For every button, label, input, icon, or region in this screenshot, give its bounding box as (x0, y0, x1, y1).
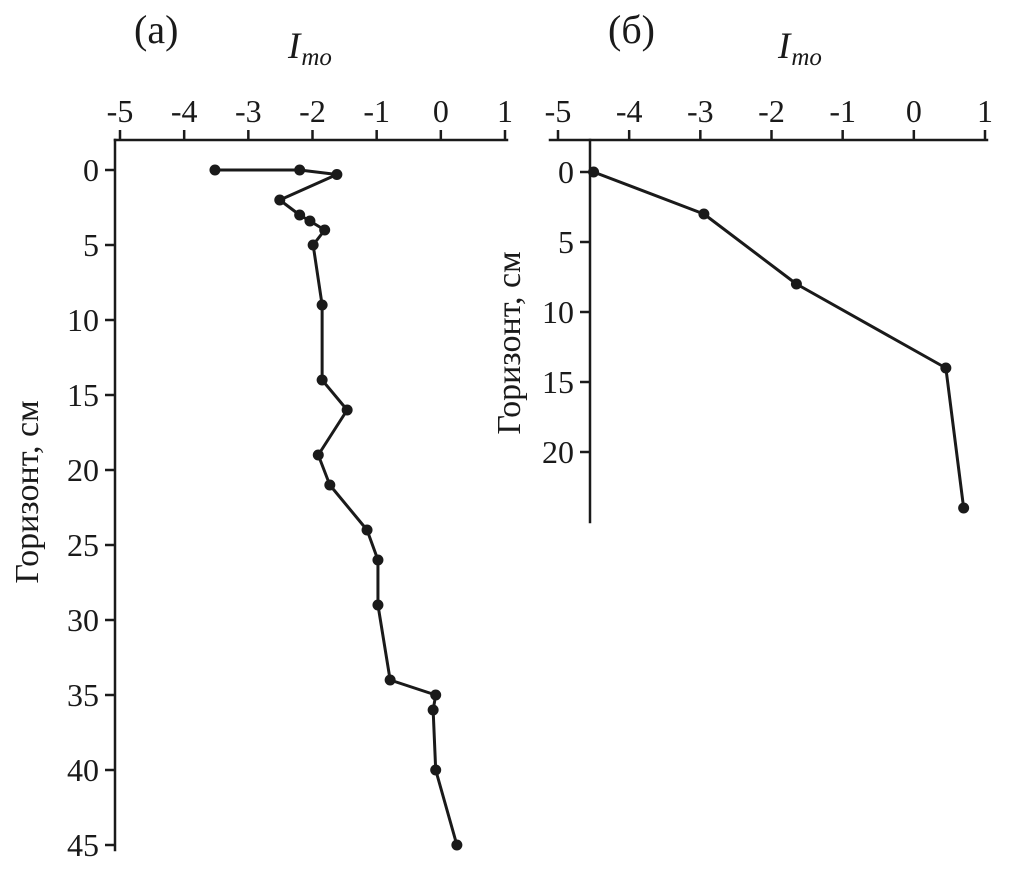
data-point (319, 224, 331, 236)
profile-line (213, 168, 459, 847)
data-point (316, 299, 328, 311)
axis-title-main-a: I (288, 26, 301, 67)
y-tick-label: 5 (558, 224, 574, 260)
data-point (958, 502, 970, 514)
x-tick-label: -1 (363, 93, 390, 129)
x-tick-label: -5 (107, 93, 134, 129)
data-point (316, 374, 328, 386)
y-tick-label: 20 (542, 434, 574, 470)
y-tick-label: 30 (67, 602, 99, 638)
data-point (427, 704, 439, 716)
y-tick-label: 20 (67, 452, 99, 488)
y-tick-label: 10 (542, 294, 574, 330)
x-tick-label: 1 (977, 93, 993, 129)
panel-label-b: (б) (608, 7, 655, 52)
y-tick-label: 35 (67, 677, 99, 713)
data-point (451, 839, 463, 851)
axis-title-sub-b: то (791, 44, 822, 71)
y-axis-label-a: Горизонт, см (9, 400, 46, 584)
x-tick-label: 1 (497, 93, 513, 129)
x-tick-label: -2 (299, 93, 326, 129)
data-point (430, 689, 442, 701)
data-point (304, 215, 316, 227)
data-point (331, 169, 343, 180)
axis-title-a: Iто (240, 28, 380, 70)
data-point (430, 764, 442, 776)
x-tick-label: -2 (758, 93, 785, 129)
data-point (307, 239, 319, 251)
data-point (341, 404, 353, 416)
x-tick-label: 0 (906, 93, 922, 129)
axis-title-main-b: I (778, 26, 791, 67)
data-point (372, 554, 384, 566)
axis-title-b: Iто (730, 28, 870, 70)
x-tick-label: -3 (235, 93, 262, 129)
y-tick-label: 25 (67, 527, 99, 563)
data-point (940, 362, 952, 374)
y-tick-label: 0 (83, 152, 99, 188)
x-tick-label: 0 (433, 93, 449, 129)
y-tick-label: 40 (67, 752, 99, 788)
data-point (588, 166, 600, 178)
data-point (209, 164, 221, 176)
data-point (361, 524, 373, 536)
data-point (324, 479, 336, 491)
data-point (384, 674, 396, 686)
x-tick-label: -1 (829, 93, 856, 129)
profile-line (592, 170, 966, 510)
data-point (790, 278, 802, 290)
data-point (294, 164, 306, 176)
data-point (312, 449, 324, 461)
y-tick-label: 45 (67, 827, 99, 863)
x-tick-label: -5 (545, 93, 572, 129)
axis-title-sub-a: то (301, 44, 332, 71)
panel-label-a: (а) (134, 7, 179, 52)
data-point (294, 209, 306, 221)
x-tick-label: -4 (171, 93, 198, 129)
x-tick-label: -3 (687, 93, 714, 129)
data-point (372, 599, 384, 611)
data-point (274, 194, 286, 206)
x-tick-label: -4 (616, 93, 643, 129)
y-axis-label-b: Горизонт, см (491, 251, 528, 435)
y-tick-label: 10 (67, 302, 99, 338)
y-tick-label: 15 (542, 364, 574, 400)
y-tick-label: 5 (83, 227, 99, 263)
y-tick-label: 15 (67, 377, 99, 413)
data-point (698, 208, 710, 220)
y-tick-label: 0 (558, 154, 574, 190)
